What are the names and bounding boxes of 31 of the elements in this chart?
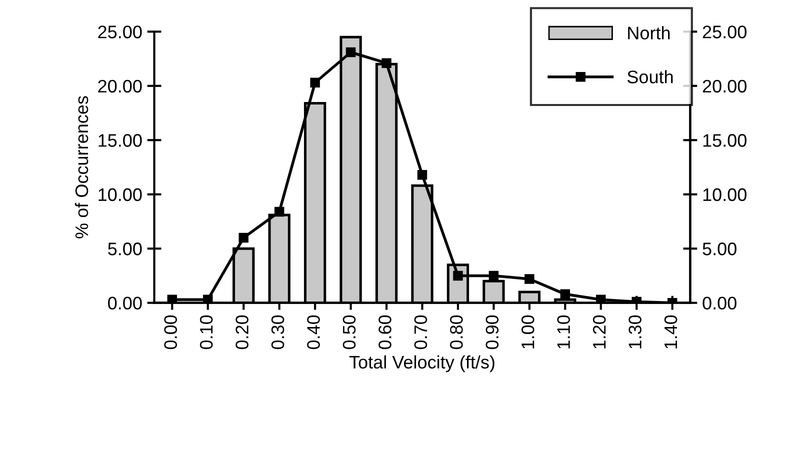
x-tick-label: 0.20 xyxy=(236,315,248,350)
y2-tick-label: 5.00 xyxy=(702,242,736,256)
y-tick-label: 10.00 xyxy=(98,188,142,202)
y2-tick-label: 0.00 xyxy=(702,296,736,310)
x-tick-label: 0.30 xyxy=(271,315,284,350)
x-tick-label: 1.20 xyxy=(592,315,606,348)
y-tick-label: 5.00 xyxy=(108,242,142,256)
y-tick-label: 25.00 xyxy=(98,26,142,38)
y-axis-title: % of Occurrences xyxy=(74,96,88,238)
y2-tick-label: 25.00 xyxy=(702,26,746,38)
x-tick-label: 0.50 xyxy=(342,315,356,350)
x-tick-label: 0.70 xyxy=(414,315,428,350)
x-axis-title: Total Velocity (ft/s) xyxy=(349,355,494,372)
x-tick-label: 0.10 xyxy=(200,315,213,350)
x-tick-label: 1.40 xyxy=(664,315,678,348)
y2-tick-label: 15.00 xyxy=(703,134,746,147)
x-tick-label: 1.10 xyxy=(557,315,570,348)
x-tick-label: 0.00 xyxy=(164,315,177,350)
y-tick-label: 15.00 xyxy=(98,134,142,147)
y-tick-label: 20.00 xyxy=(98,80,142,93)
x-tick-label: 0.60 xyxy=(378,315,392,350)
x-tick-label: 1.00 xyxy=(521,315,534,348)
y2-tick-label: 20.00 xyxy=(702,80,746,93)
x-tick-label: 0.80 xyxy=(450,315,463,350)
x-tick-label: 0.40 xyxy=(307,315,320,350)
legend-label: North xyxy=(628,26,670,40)
x-tick-label: 1.30 xyxy=(628,315,642,348)
legend-label: South xyxy=(627,70,673,84)
y-tick-label: 0.00 xyxy=(108,296,142,310)
y2-tick-label: 10.00 xyxy=(703,188,746,202)
x-tick-label: 0.90 xyxy=(486,315,499,350)
